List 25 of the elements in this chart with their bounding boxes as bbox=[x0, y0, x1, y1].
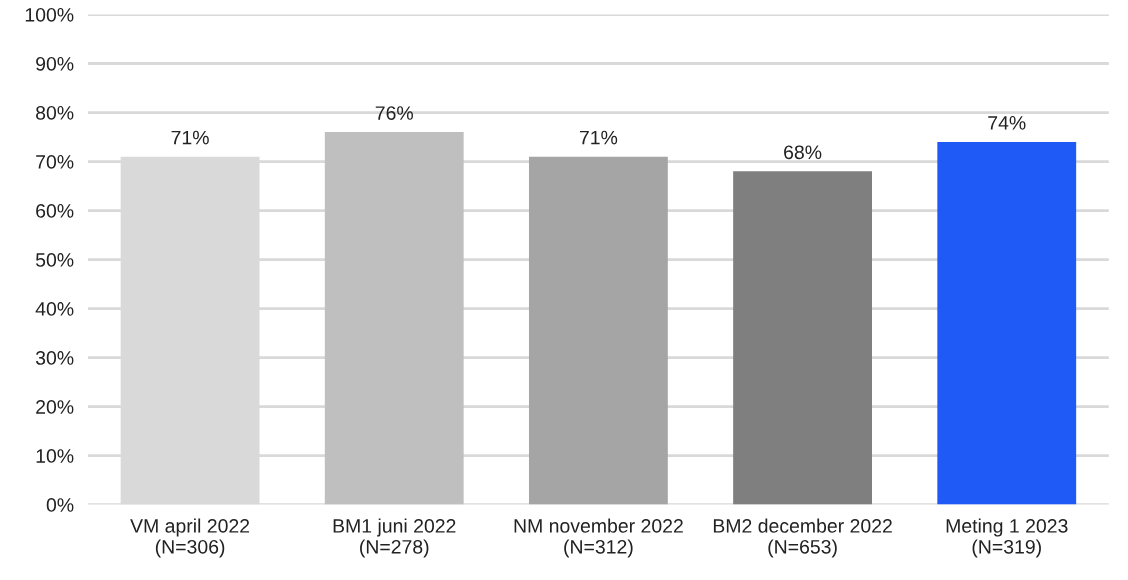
data-label: 71% bbox=[579, 130, 618, 145]
data-label: 68% bbox=[784, 145, 822, 160]
y-tick-label: 60% bbox=[36, 204, 74, 218]
data-label: 76% bbox=[375, 106, 413, 120]
y-tick-label: 70% bbox=[36, 155, 74, 169]
data-label: 71% bbox=[171, 130, 209, 145]
y-tick-label: 90% bbox=[36, 56, 74, 71]
bar bbox=[733, 171, 872, 505]
y-tick-label: 40% bbox=[35, 302, 74, 316]
y-tick-label: 30% bbox=[35, 351, 74, 365]
x-tick-label: NM november 2022 (N=312) bbox=[514, 518, 683, 558]
y-tick-label: 20% bbox=[36, 400, 74, 414]
x-tick-label: VM april 2022 (N=306) bbox=[130, 518, 250, 558]
x-tick-label: BM1 juni 2022 (N=278) bbox=[333, 518, 456, 558]
data-label: 74% bbox=[988, 116, 1026, 130]
y-tick-label: 80% bbox=[36, 105, 74, 120]
x-tick-label: BM2 december 2022 (N=653) bbox=[713, 518, 892, 558]
y-tick-label: 50% bbox=[35, 253, 74, 267]
bar bbox=[937, 141, 1077, 505]
bar bbox=[528, 156, 668, 505]
y-tick-label: 0% bbox=[46, 498, 74, 512]
bar bbox=[324, 132, 464, 505]
x-tick-label: Meting 1 2023 (N=319) bbox=[946, 518, 1068, 558]
y-tick-label: 100% bbox=[25, 7, 74, 22]
y-tick-label: 10% bbox=[36, 449, 74, 463]
